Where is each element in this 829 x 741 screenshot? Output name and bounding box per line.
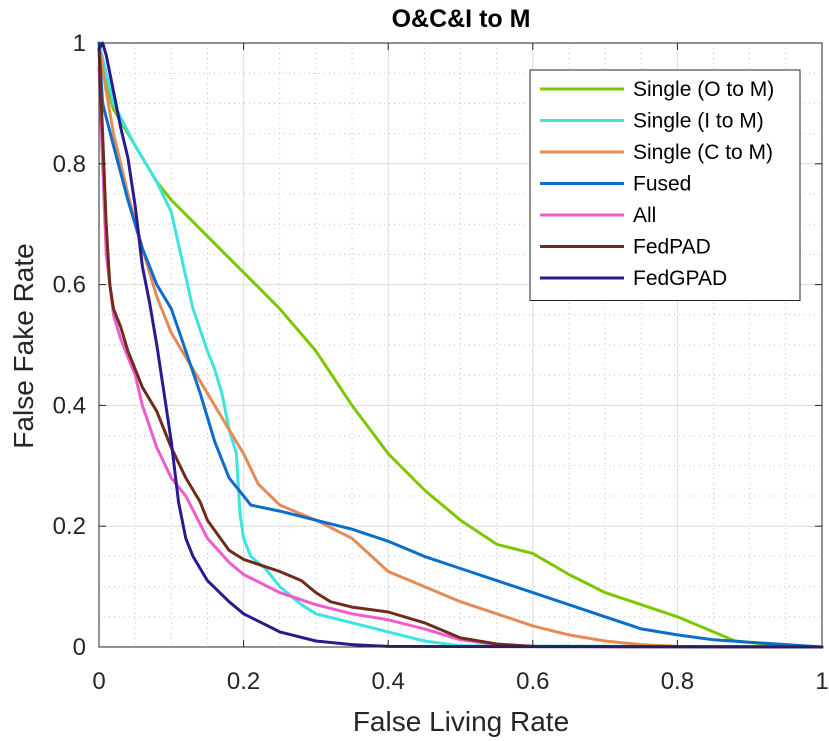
chart-title: O&C&I to M (392, 5, 531, 33)
x-axis-label: False Living Rate (353, 706, 569, 737)
x-tick-label: 0.4 (372, 668, 405, 695)
x-tick-label: 0.2 (227, 668, 260, 695)
legend-label-4: All (633, 204, 656, 227)
series-line-1 (97, 41, 824, 649)
y-axis-label: False Fake Rate (8, 243, 39, 448)
y-tick-label: 1 (73, 30, 86, 57)
series-line-6 (97, 41, 824, 649)
y-tick-label: 0 (73, 634, 86, 661)
x-tick-label: 1 (815, 668, 828, 695)
legend-label-1: Single (I to M) (633, 110, 764, 133)
legend-label-5: FedPAD (633, 236, 711, 259)
series-line-4 (97, 65, 824, 649)
x-tick-label: 0.6 (516, 668, 549, 695)
y-tick-label: 0.2 (53, 513, 86, 540)
legend-label-6: FedGPAD (633, 267, 727, 290)
series-line-3 (97, 41, 824, 649)
x-tick-label: 0.8 (661, 668, 694, 695)
legend: Single (O to M) Single (I to M) Single (C … (529, 69, 801, 301)
curves (97, 41, 824, 649)
series-line-5 (97, 47, 824, 649)
y-tick-label: 0.8 (53, 151, 86, 178)
ticks: 0 0.2 0.4 0.6 0.8 1 0 0.2 0.4 0.6 0.8 1 (53, 30, 829, 695)
legend-label-2: Single (C to M) (633, 141, 773, 164)
y-tick-label: 0.4 (53, 392, 86, 419)
legend-label-3: Fused (633, 173, 691, 196)
y-tick-label: 0.6 (53, 272, 86, 299)
legend-label-0: Single (O to M) (633, 78, 774, 101)
legend-box (529, 69, 801, 301)
x-tick-label: 0 (92, 668, 105, 695)
plot-frame (98, 42, 823, 648)
